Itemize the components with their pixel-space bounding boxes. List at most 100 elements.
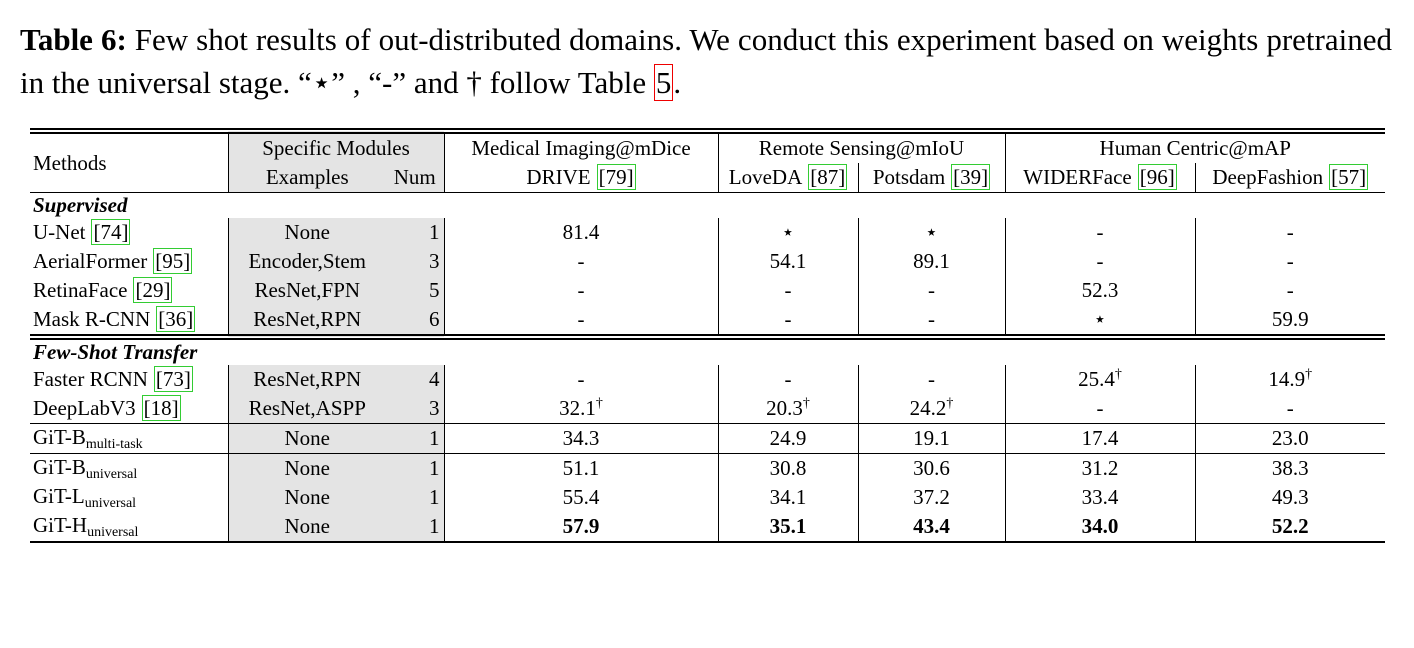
table-row: GiT-Buniversal None 1 51.1 30.8 30.6 31.2 38.3 [30, 453, 1385, 483]
section-title: Few-Shot Transfer [30, 334, 1385, 365]
method-name: GiT-B [33, 424, 86, 449]
header-cell: Medical Imaging@mDice [443, 128, 718, 163]
value-cell: 51.1 [443, 453, 718, 483]
section-text: Few-Shot Transfer [33, 340, 198, 364]
value-cell: - [857, 365, 1005, 394]
value-cell: ⋆ [857, 218, 1005, 247]
table-row: GiT-Luniversal None 1 55.4 34.1 37.2 33.4 49.3 [30, 483, 1385, 512]
cell-text: 3 [429, 249, 440, 273]
citation: [87] [808, 164, 848, 190]
cell-text: 54.1 [769, 249, 807, 273]
method-cell: RetinaFace [29] [30, 276, 228, 305]
cell-text: None [284, 514, 331, 538]
method-cell: Mask R-CNN [36] [30, 305, 228, 337]
value-cell: 43.4 [857, 512, 1005, 543]
cell-text: 1 [429, 456, 440, 480]
method-name: Mask R-CNN [33, 307, 151, 331]
value-cell: - [1194, 247, 1385, 276]
header-text: Potsdam [872, 165, 946, 189]
table-row: DeepLabV3 [18] ResNet,ASPP 3 32.1† 20.3† 24.2†… [30, 394, 1385, 424]
value-cell: - [1004, 218, 1195, 247]
value-cell: - [1194, 276, 1385, 305]
cell-text: None [284, 485, 331, 509]
value-cell: ⋆ [717, 218, 858, 247]
cell-text: - [784, 278, 792, 302]
cell-text: 20.3 [766, 396, 803, 420]
method-name: GiT-B [33, 454, 86, 479]
method-cell: AerialFormer [95] [30, 247, 228, 276]
value-cell: 57.9 [443, 512, 718, 543]
header-text: Medical Imaging@mDice [471, 136, 691, 160]
value-cell: 37.2 [857, 483, 1005, 512]
cell-text: 59.9 [1271, 307, 1309, 331]
cell-text: 57.9 [562, 514, 600, 538]
subscript: universal [84, 495, 137, 511]
value-cell: 49.3 [1194, 483, 1385, 512]
header-cell: LoveDA [87] [717, 163, 858, 193]
cell-text: ResNet,ASPP [248, 396, 366, 420]
cell-text: 5 [429, 278, 440, 302]
cell-text: 19.1 [913, 426, 950, 450]
cell-text: ⋆ [781, 220, 795, 244]
table-row: GiT-Huniversal None 1 57.9 35.1 43.4 34.0 52.2 [30, 512, 1385, 543]
cell-text: 43.4 [913, 514, 950, 538]
value-cell: 24.9 [717, 423, 858, 454]
cell-text: ResNet,RPN [253, 367, 362, 391]
subscript: universal [87, 524, 139, 540]
cell-text: 49.3 [1271, 485, 1309, 509]
cell-text: 24.2 [909, 396, 947, 420]
method-name: GiT-L [33, 483, 85, 508]
method-cell: DeepLabV3 [18] [30, 394, 228, 424]
value-cell: - [857, 276, 1005, 305]
cell-text: 81.4 [562, 220, 600, 244]
cell-text: 51.1 [562, 456, 600, 480]
value-cell: - [717, 365, 858, 394]
value-cell: 14.9† [1194, 365, 1385, 394]
cell-text: 1 [429, 426, 440, 450]
header-row: Methods Specific Modules Medical Imaging@m… [30, 128, 1385, 193]
caption-text: Few shot results of out-distributed doma… [20, 22, 1392, 100]
cell-text: ⋆ [924, 220, 939, 244]
header-cell: Methods [30, 128, 228, 193]
examples-cell: ResNet,ASPP [227, 394, 386, 424]
method-cell: GiT-Huniversal [30, 512, 228, 543]
section-row: Few-Shot Transfer [30, 334, 1385, 365]
header-cell: DeepFashion [57] [1194, 163, 1385, 193]
cell-text: - [1096, 396, 1104, 420]
cell-text: 25.4 [1078, 367, 1115, 391]
method-name: DeepLabV3 [33, 396, 136, 420]
cell-text: - [1096, 220, 1104, 244]
method-name: RetinaFace [33, 278, 128, 302]
cell-text: ⋆ [1093, 307, 1107, 331]
method-name: U-Net [33, 220, 86, 244]
table-row: RetinaFace [29] ResNet,FPN 5 - - - 52.3 - [30, 276, 1385, 305]
value-cell: 20.3† [717, 394, 858, 424]
num-cell: 5 [386, 276, 444, 305]
cell-text: 4 [429, 367, 440, 391]
value-cell: - [443, 365, 718, 394]
cell-text: - [784, 307, 792, 331]
num-cell: 3 [386, 247, 444, 276]
caption-end: . [673, 65, 682, 100]
section-title: Supervised [30, 192, 1385, 218]
cell-text: 30.6 [913, 456, 950, 480]
examples-cell: None [227, 423, 386, 454]
citation: [79] [596, 164, 636, 190]
cell-text: - [1096, 249, 1104, 273]
cell-text: None [284, 220, 331, 244]
section-text: Supervised [33, 193, 128, 217]
num-cell: 4 [386, 365, 444, 394]
value-cell: 34.1 [717, 483, 858, 512]
cell-text: - [784, 367, 792, 391]
header-cell: Num [386, 163, 444, 193]
cell-text: 37.2 [913, 485, 950, 509]
cell-text: 52.3 [1081, 278, 1119, 302]
value-cell: - [1004, 247, 1195, 276]
examples-cell: Encoder,Stem [227, 247, 386, 276]
num-cell: 1 [386, 483, 444, 512]
cell-text: 33.4 [1081, 485, 1119, 509]
superscript: † [1305, 367, 1313, 382]
cell-text: Encoder,Stem [248, 249, 367, 273]
value-cell: 30.8 [717, 453, 858, 483]
